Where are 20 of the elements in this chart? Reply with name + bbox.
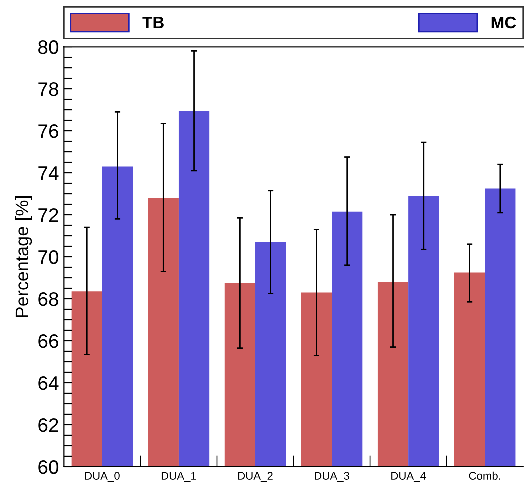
y-tick-label: 70: [38, 250, 59, 264]
legend-label: MC: [492, 16, 516, 29]
x-tick-label: DUA_3: [315, 472, 350, 482]
y-tick-label: 78: [38, 82, 58, 96]
x-tick-label: DUA_2: [238, 472, 273, 482]
y-tick-label: 60: [38, 460, 59, 474]
y-axis-title: Percentage [%]: [15, 196, 32, 318]
y-tick-label: 76: [38, 124, 58, 138]
y-tick-label: 66: [38, 334, 58, 348]
x-tick-label: DUA_4: [392, 472, 426, 482]
x-tick-label: DUA_1: [162, 472, 196, 482]
y-tick-label: 74: [38, 166, 59, 180]
x-tick-label: DUA_0: [85, 472, 120, 482]
y-tick-label: 64: [38, 376, 59, 390]
y-tick-label: 72: [38, 208, 58, 222]
legend-label: TB: [142, 17, 164, 28]
y-tick-label: 80: [38, 40, 59, 54]
x-tick-label: Comb.: [469, 472, 500, 480]
y-tick-label: 62: [38, 418, 58, 432]
y-tick-label: 68: [38, 292, 58, 306]
